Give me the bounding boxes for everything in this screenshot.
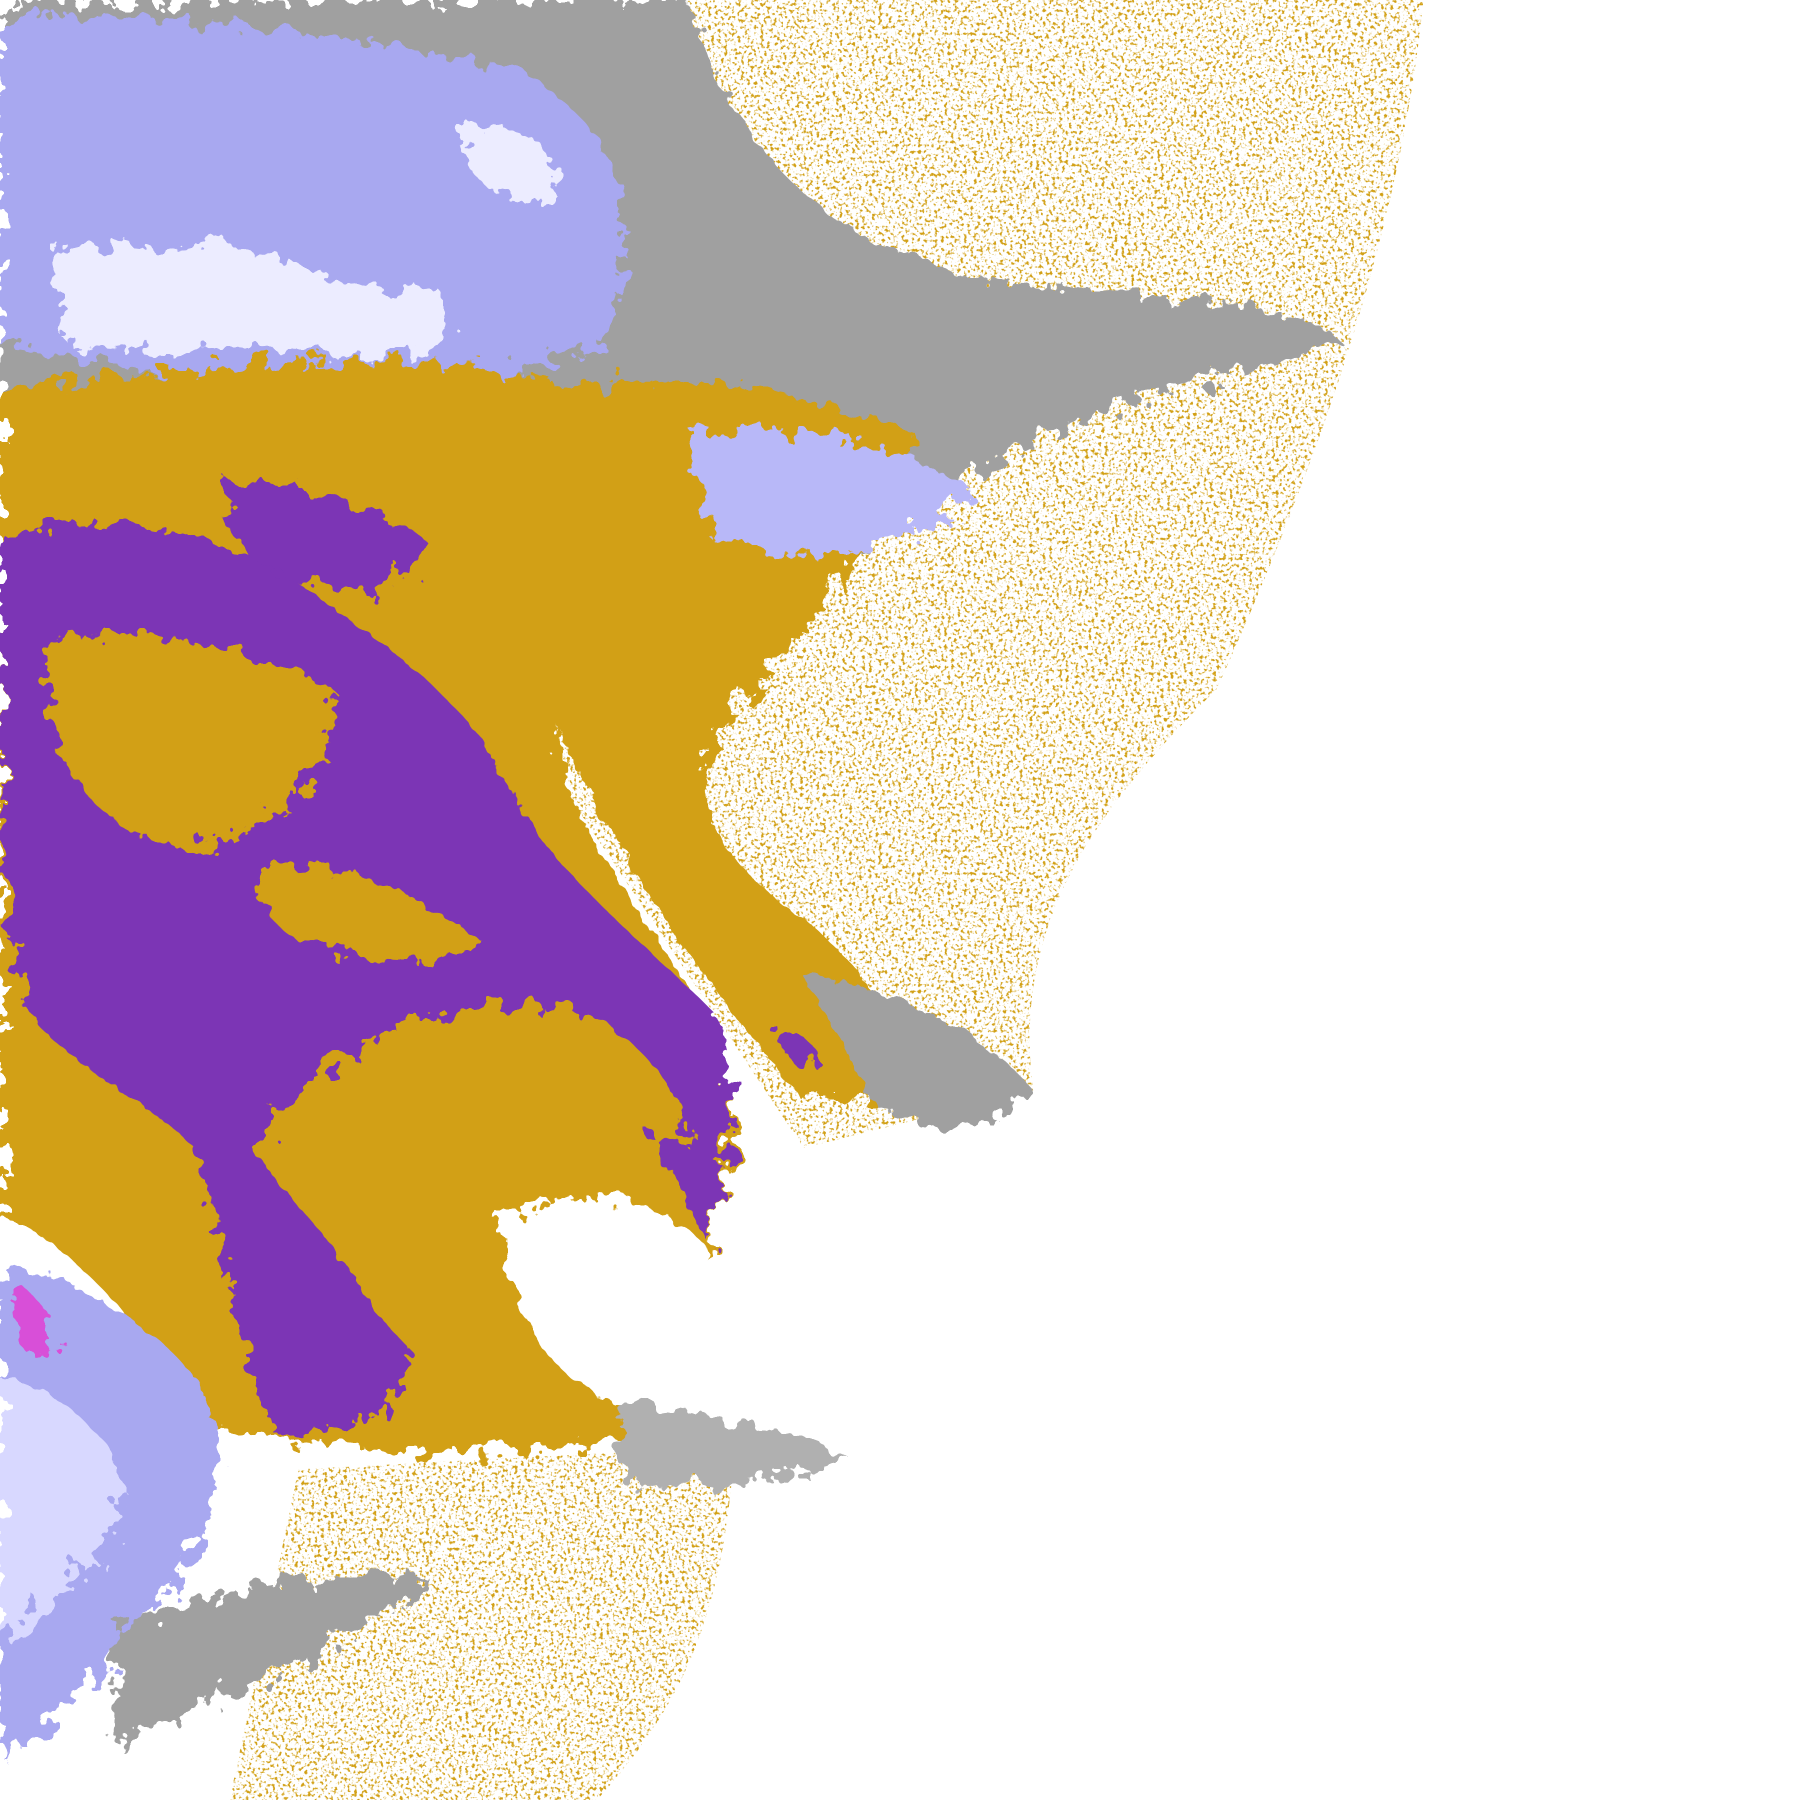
magenta-cells-southwest <box>11 1285 49 1358</box>
gray-streaks-southwest <box>114 1575 437 1745</box>
purple-deck-north <box>225 482 425 589</box>
gold-band-mid <box>516 381 919 1103</box>
gold-arc-mid <box>259 866 483 964</box>
pale-clouds-north-2 <box>459 124 557 199</box>
gold-arc-south <box>252 1004 689 1382</box>
pale-clouds-north <box>45 241 452 359</box>
gray-band-south <box>619 1400 850 1486</box>
lavender-cells-mid <box>688 428 976 556</box>
gold-patch-west <box>45 633 335 850</box>
gray-fringe-east <box>803 975 1034 1127</box>
clear-eye <box>500 1196 717 1414</box>
pale-clouds-southwest <box>0 1377 127 1642</box>
gold-speckle-south <box>229 1446 735 1800</box>
purple-patch-east <box>780 1032 817 1069</box>
